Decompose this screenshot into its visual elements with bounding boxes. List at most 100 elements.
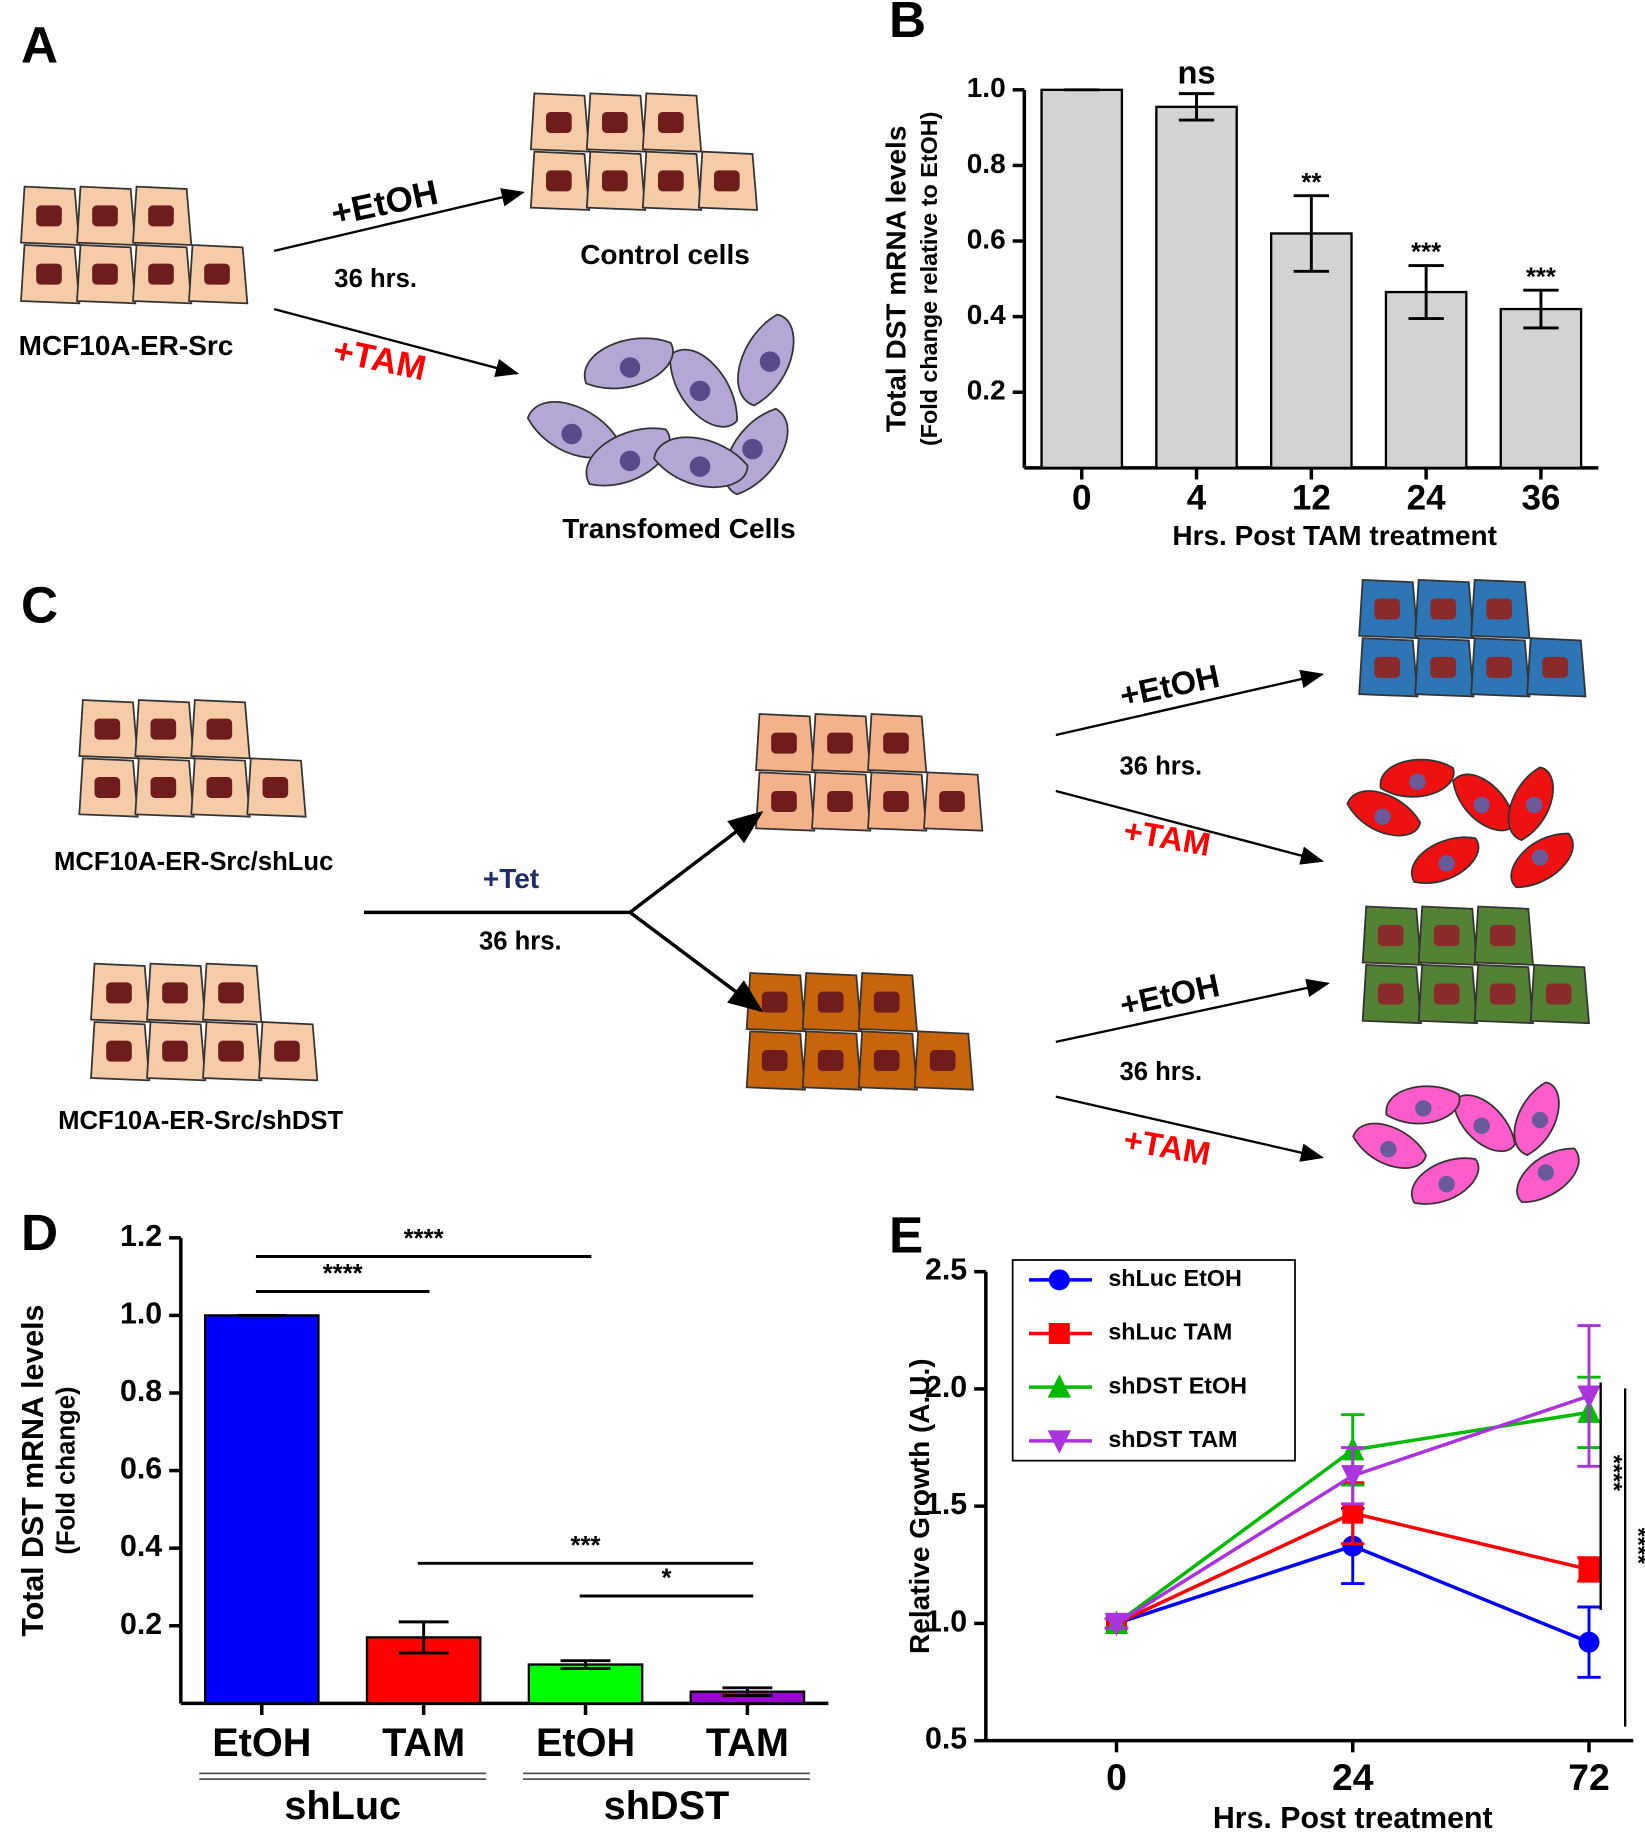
nucleus [206, 777, 233, 798]
significance-label: ns [1177, 54, 1215, 91]
y-tick-label: 0.8 [967, 148, 1006, 179]
nucleus [873, 1050, 900, 1071]
x-tick-label: 0 [1072, 479, 1091, 518]
nucleus [1374, 656, 1400, 678]
y-tick-label: 0.4 [967, 299, 1006, 330]
y-tick-label: 0.4 [120, 1530, 162, 1563]
nucleus [689, 380, 711, 402]
error-bar [722, 1686, 773, 1698]
marker [1578, 1558, 1600, 1580]
arrow [1055, 978, 1330, 1043]
arrow [273, 308, 520, 377]
bar [203, 1314, 320, 1705]
x-tick-label: 72 [1568, 1756, 1610, 1798]
x-tick-label: EtOH [212, 1721, 311, 1765]
arrows [273, 188, 1330, 1162]
nucleus [1486, 598, 1512, 620]
x-tick-label: TAM [706, 1721, 789, 1765]
nucleus [148, 205, 174, 227]
nucleus [1430, 656, 1456, 678]
result-label: Transfomed Cells [562, 513, 795, 544]
nucleus [274, 1040, 300, 1062]
y-axis-label: Total DST mRNA levels [17, 1305, 50, 1637]
treatment-label: +EtOH [1116, 966, 1222, 1023]
arrow [1055, 669, 1325, 737]
panel-label: B [889, 0, 926, 48]
nucleus [162, 1040, 188, 1062]
nucleus [1377, 925, 1404, 947]
duration-label: 36 hrs. [479, 927, 562, 955]
nucleus [619, 450, 641, 472]
legend-label: shLuc TAM [1108, 1319, 1232, 1345]
y-axis-sublabel: (Fold change) [52, 1386, 80, 1554]
y-tick-label: 1.5 [925, 1488, 967, 1521]
error-bar [1178, 92, 1215, 122]
nucleus [883, 791, 909, 812]
nucleus [1545, 983, 1572, 1005]
y-axis-label: Total DST mRNA levels [881, 126, 912, 433]
nucleus [1377, 983, 1404, 1005]
arrow [1055, 789, 1325, 865]
arrow [273, 188, 525, 252]
arrow [628, 910, 764, 1013]
nucleus [619, 357, 641, 378]
nucleus [883, 732, 909, 754]
nucleus [1531, 849, 1549, 866]
error-bar [1408, 264, 1444, 320]
nucleus [92, 263, 118, 285]
nucleus [94, 718, 121, 740]
y-tick-label: 2.0 [925, 1371, 967, 1404]
error-bar [1293, 194, 1330, 273]
group-underline [199, 1772, 487, 1781]
nucleus [106, 982, 132, 1004]
significance-label: ** [1301, 169, 1321, 197]
arrow [1055, 1095, 1325, 1162]
panel-label: C [21, 577, 58, 634]
x-tick-label: 24 [1332, 1756, 1374, 1798]
x-tick-label: 24 [1407, 479, 1446, 518]
marker [1341, 1465, 1365, 1489]
nucleus [827, 732, 853, 754]
nucleus [929, 1050, 956, 1071]
nucleus [94, 777, 121, 798]
panel-labels: A B C D E [21, 0, 926, 1264]
comparison-label: * [661, 1564, 671, 1592]
nucleus [1374, 598, 1400, 620]
nucleus [873, 991, 900, 1013]
legend-label: shDST TAM [1108, 1426, 1237, 1452]
y-tick-label: 1.0 [120, 1297, 162, 1330]
nucleus [106, 1040, 132, 1062]
nucleus [162, 982, 188, 1004]
y-tick-label: 1.2 [120, 1220, 162, 1253]
nucleus [1374, 808, 1391, 825]
nucleus [1489, 925, 1516, 947]
comparison-label: **** [404, 1225, 444, 1253]
y-tick-label: 0.2 [120, 1608, 162, 1641]
x-tick-label: 36 [1521, 479, 1560, 518]
nucleus [1473, 1117, 1490, 1135]
comparison-label: **** [323, 1260, 363, 1288]
nucleus [262, 777, 289, 798]
x-tick-label: 0 [1106, 1756, 1127, 1798]
y-tick-label: 0.6 [120, 1453, 162, 1486]
y-tick-label: 0.5 [925, 1723, 967, 1756]
nucleus [602, 170, 628, 192]
y-tick-label: 0.8 [120, 1375, 162, 1408]
nucleus [204, 263, 230, 285]
cell-line-label: MCF10A-ER-Src/shDST [58, 1107, 343, 1135]
treatment-label: +EtOH [1116, 657, 1222, 714]
group-label: shDST [604, 1784, 730, 1828]
nucleus [761, 991, 788, 1013]
marker [1104, 1612, 1129, 1637]
duration-label: 36 hrs. [1119, 1058, 1202, 1086]
duration-label: 36 hrs. [334, 265, 417, 293]
nucleus [92, 205, 118, 227]
y-tick-label: 0.6 [967, 223, 1006, 254]
nucleus [561, 423, 582, 445]
nucleus [658, 112, 684, 133]
nucleus [817, 1050, 844, 1071]
legend-marker [1048, 1323, 1070, 1344]
nucleus [1438, 855, 1455, 872]
